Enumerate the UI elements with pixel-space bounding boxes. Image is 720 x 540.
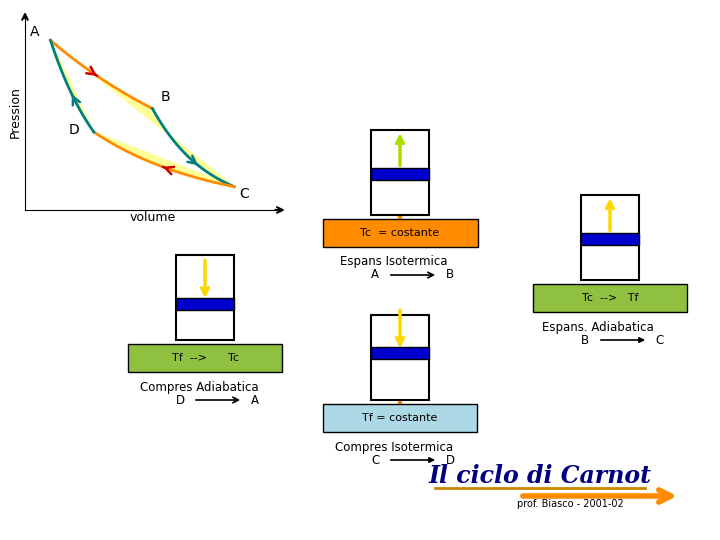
- Bar: [371, 315, 429, 400]
- Text: Tc  = costante: Tc = costante: [361, 228, 440, 238]
- Text: Tf = costante: Tf = costante: [362, 413, 438, 423]
- Bar: [581, 233, 639, 245]
- Bar: [128, 344, 282, 372]
- Text: C: C: [656, 334, 664, 347]
- Text: C: C: [239, 187, 249, 201]
- Bar: [533, 284, 687, 312]
- Text: D: D: [176, 394, 184, 407]
- Text: D: D: [446, 454, 454, 467]
- Bar: [323, 404, 477, 432]
- Text: B: B: [160, 90, 170, 104]
- Text: B: B: [446, 268, 454, 281]
- Bar: [176, 255, 234, 340]
- Text: B: B: [581, 334, 589, 347]
- Text: Espans. Adiabatica: Espans. Adiabatica: [542, 321, 654, 334]
- Text: Tc  -->   Tf: Tc --> Tf: [582, 293, 638, 303]
- Text: Compres Isotermica: Compres Isotermica: [335, 441, 453, 454]
- Text: Tf  -->      Tc: Tf --> Tc: [171, 353, 238, 363]
- Text: prof. Biasco - 2001-02: prof. Biasco - 2001-02: [517, 499, 624, 509]
- Bar: [323, 219, 477, 247]
- Bar: [176, 298, 234, 309]
- Polygon shape: [50, 40, 234, 187]
- Bar: [371, 347, 429, 359]
- Text: A: A: [30, 25, 40, 39]
- Bar: [581, 195, 639, 280]
- Text: Il ciclo di Carnot: Il ciclo di Carnot: [428, 464, 652, 488]
- Y-axis label: Pression: Pression: [9, 86, 22, 138]
- Text: Espans Isotermica: Espans Isotermica: [340, 254, 448, 267]
- Text: A: A: [371, 268, 379, 281]
- Text: A: A: [251, 394, 259, 407]
- Text: Compres Adiabatica: Compres Adiabatica: [140, 381, 258, 394]
- Bar: [371, 168, 429, 180]
- Text: D: D: [68, 123, 79, 137]
- Text: C: C: [371, 454, 379, 467]
- Bar: [371, 130, 429, 215]
- X-axis label: volume: volume: [130, 211, 176, 225]
